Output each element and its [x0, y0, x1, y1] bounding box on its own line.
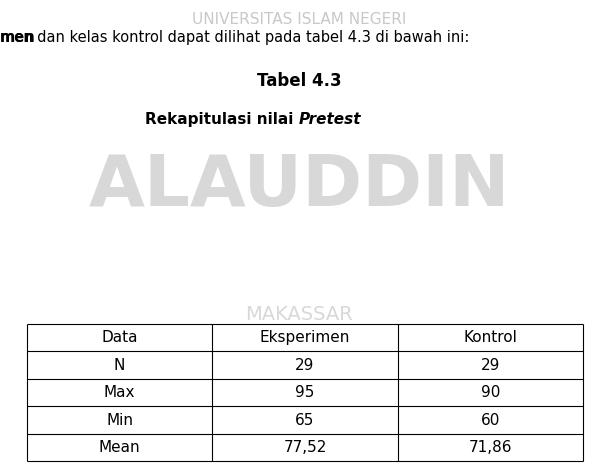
Text: 95: 95	[295, 385, 315, 400]
Text: Kontrol: Kontrol	[463, 330, 517, 345]
Text: 60: 60	[481, 412, 500, 428]
Text: MAKASSAR: MAKASSAR	[245, 305, 353, 324]
Text: Min: Min	[106, 412, 133, 428]
Text: Max: Max	[104, 385, 135, 400]
Text: 29: 29	[295, 357, 315, 373]
Text: Eksperimen: Eksperimen	[260, 330, 350, 345]
Text: Tabel 4.3: Tabel 4.3	[257, 72, 341, 90]
Text: 77,52: 77,52	[283, 440, 327, 455]
Text: men dan kelas kontrol dapat dilihat pada tabel 4.3 di bawah ini:: men dan kelas kontrol dapat dilihat pada…	[0, 30, 469, 45]
Text: 71,86: 71,86	[469, 440, 512, 455]
Text: 90: 90	[481, 385, 500, 400]
Text: Mean: Mean	[99, 440, 141, 455]
Text: 29: 29	[481, 357, 500, 373]
Text: 65: 65	[295, 412, 315, 428]
Text: ALAUDDIN: ALAUDDIN	[89, 152, 509, 221]
Text: N: N	[114, 357, 126, 373]
Text: Rekapitulasi nilai: Rekapitulasi nilai	[145, 112, 299, 127]
Text: Data: Data	[101, 330, 138, 345]
Text: UNIVERSITAS ISLAM NEGERI: UNIVERSITAS ISLAM NEGERI	[192, 12, 406, 27]
Text: men: men	[0, 30, 36, 45]
Text: Pretest: Pretest	[299, 112, 362, 127]
